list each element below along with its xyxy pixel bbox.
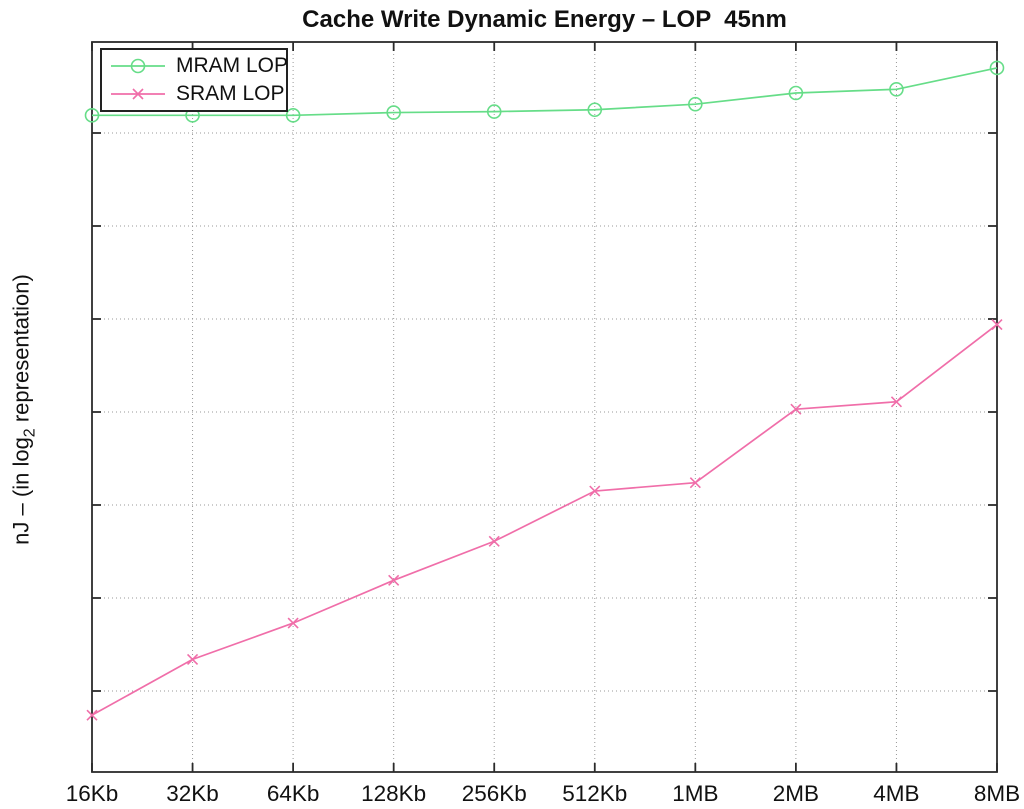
sram-legend-swatch-icon [111, 88, 165, 100]
mram-marker [84, 108, 100, 123]
x-tick-label: 8MB [974, 781, 1020, 806]
legend-label-mram: MRAM LOP [176, 54, 289, 77]
y-axis-label: nJ – (in log2 representation) [9, 210, 40, 610]
x-tick-label: 1MB [672, 781, 718, 806]
legend-label-sram: SRAM LOP [176, 82, 285, 105]
sram-marker [991, 319, 1003, 331]
x-tick-label: 16Kb [66, 781, 119, 806]
sram-marker [86, 709, 98, 721]
mram-marker [989, 60, 1005, 76]
sram-series-line [91, 323, 998, 716]
sram-marker [589, 485, 601, 497]
sram-marker [186, 653, 199, 665]
mram-marker [788, 85, 804, 101]
mram-legend-swatch-icon [111, 58, 165, 74]
plot-box [91, 41, 998, 773]
x-tick-label: 2MB [773, 781, 819, 806]
legend-entry-mram: MRAM LOP [109, 54, 289, 78]
mram-marker [688, 96, 703, 112]
mram-marker [386, 105, 401, 120]
mram-series-line [92, 67, 998, 117]
y-axis-label-prefix: nJ – (in log [8, 437, 34, 545]
sram-marker [790, 403, 802, 415]
legend-entry-sram: SRAM LOP [109, 82, 286, 106]
x-tick-label: 4MB [873, 781, 919, 806]
x-tick-label: 32Kb [166, 781, 219, 806]
x-tick-label: 512Kb [562, 781, 627, 806]
sram-marker [890, 396, 903, 408]
chart-title: Cache Write Dynamic Energy – LOP 45nm [302, 6, 787, 33]
mram-marker [285, 108, 301, 123]
mram-marker [889, 81, 904, 97]
sram-marker [689, 477, 701, 489]
mram-marker [486, 104, 502, 119]
sram-marker [287, 617, 299, 629]
x-tick-label: 128Kb [361, 781, 426, 806]
y-axis-label-suffix: representation) [8, 274, 34, 429]
legend: MRAM LOP SRAM LOP [100, 48, 288, 112]
x-tick-label: 64Kb [267, 781, 320, 806]
sram-marker [388, 574, 400, 586]
sram-marker [488, 535, 500, 547]
x-tick-label: 256Kb [462, 781, 527, 806]
mram-marker [587, 102, 603, 118]
y-axis-label-subscript: 2 [21, 428, 39, 438]
